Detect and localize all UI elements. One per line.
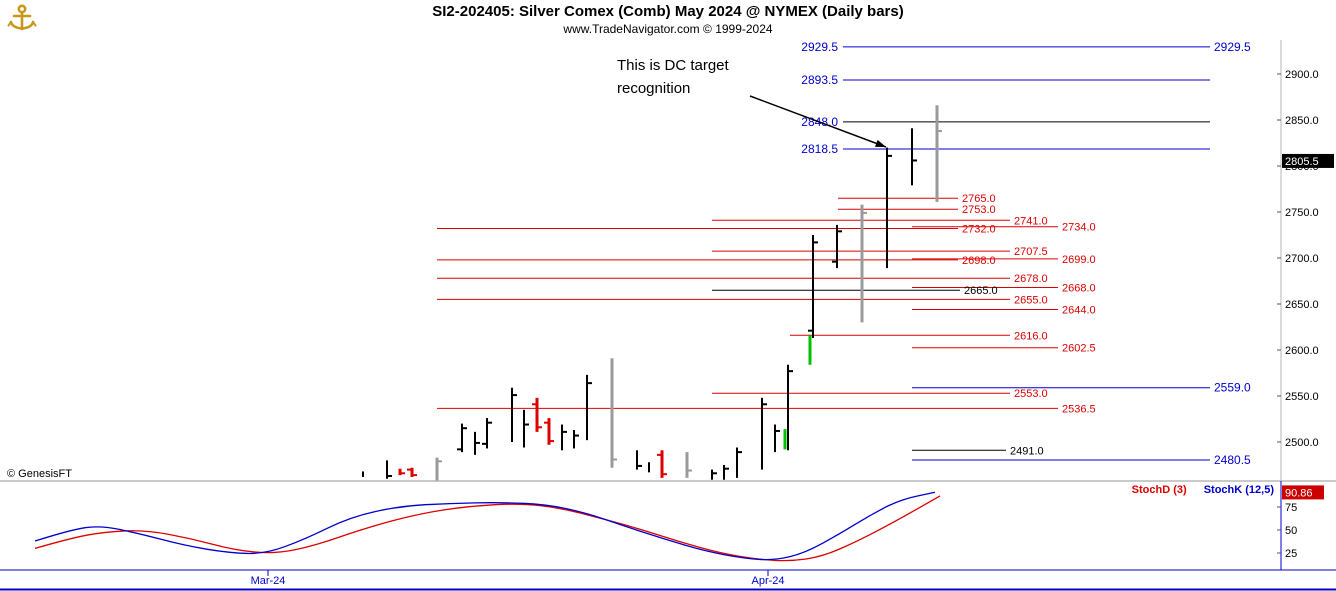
- chart-subtitle: www.TradeNavigator.com © 1999-2024: [563, 22, 773, 36]
- level-label-right: 2480.5: [1214, 453, 1251, 467]
- genesisft-anchor-logo-icon: [7, 4, 37, 31]
- level-label-right: 2559.0: [1214, 381, 1251, 395]
- level-label: 2536.5: [1062, 403, 1096, 415]
- chart-title: SI2-202405: Silver Comex (Comb) May 2024…: [432, 3, 904, 20]
- price-tick-label: 2650.0: [1285, 299, 1319, 311]
- price-tick-label: 2500.0: [1285, 437, 1319, 449]
- level-label-left: 2929.5: [801, 40, 838, 54]
- stochk-line: [34, 491, 936, 561]
- stochk-legend-label[interactable]: StochK (12,5): [1203, 484, 1274, 496]
- stoch-value-badge-text: 90.86: [1285, 487, 1313, 499]
- level-label: 2644.0: [1062, 305, 1096, 317]
- stoch-legend: StochD (3) StochK (12,5): [1132, 484, 1274, 496]
- annotation-line-2: recognition: [617, 79, 691, 97]
- chart-annotation-text: This is DC target recognition: [617, 55, 792, 100]
- level-label: 2732.0: [962, 224, 996, 236]
- price-tick-label: 2600.0: [1285, 345, 1319, 357]
- month-label: Mar-24: [251, 575, 286, 587]
- level-label: 2698.0: [962, 255, 996, 267]
- price-tick-label: 2700.0: [1285, 253, 1319, 265]
- last-price-badge: [1282, 153, 1334, 168]
- stochd-legend-label[interactable]: StochD (3): [1131, 484, 1187, 496]
- level-label-left: 2893.5: [801, 73, 838, 87]
- level-label: 2741.0: [1014, 215, 1048, 227]
- stoch-tick-label: 25: [1285, 548, 1297, 560]
- level-label: 2602.5: [1062, 343, 1096, 355]
- stochd-line: [34, 495, 941, 562]
- last-price-badge-text: 2805.5: [1285, 156, 1319, 168]
- stoch-value-badge: [1282, 485, 1324, 500]
- level-label: 2668.0: [1062, 282, 1096, 294]
- level-label: 2753.0: [962, 204, 996, 216]
- month-label: Apr-24: [751, 575, 784, 587]
- level-label: 2655.0: [1014, 294, 1048, 306]
- stoch-tick-label: 75: [1285, 502, 1297, 514]
- price-tick-label: 2750.0: [1285, 207, 1319, 219]
- level-label: 2765.0: [962, 193, 996, 205]
- price-tick-label: 2850.0: [1285, 115, 1319, 127]
- genesisft-watermark: © GenesisFT: [7, 468, 72, 480]
- annotation-arrow-line: [749, 95, 887, 148]
- level-label: 2707.5: [1014, 246, 1048, 258]
- level-label: 2734.0: [1062, 222, 1096, 234]
- level-label: 2699.0: [1062, 254, 1096, 266]
- level-label: 2665.0: [964, 285, 998, 297]
- annotation-line-1: This is DC target: [617, 57, 729, 74]
- level-label-left: 2818.5: [801, 142, 838, 156]
- level-label: 2616.0: [1014, 330, 1048, 342]
- level-label-right: 2929.5: [1214, 40, 1251, 54]
- stoch-tick-label: 50: [1285, 525, 1297, 537]
- annotation-arrowhead: [875, 139, 886, 147]
- level-label: 2491.0: [1010, 445, 1044, 457]
- level-label: 2678.0: [1014, 273, 1048, 285]
- price-tick-label: 2900.0: [1285, 69, 1319, 81]
- price-tick-label: 2550.0: [1285, 391, 1319, 403]
- level-label: 2553.0: [1014, 388, 1048, 400]
